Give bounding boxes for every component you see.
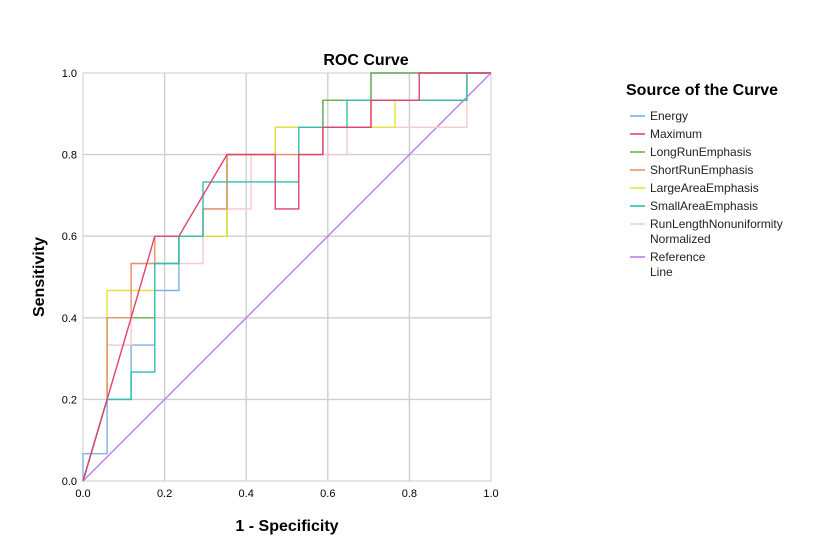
x-tick-label: 0.6	[320, 488, 335, 500]
legend-item-smallareaemphasis: SmallAreaEmphasis	[630, 199, 758, 213]
x-tick-label: 0.2	[157, 488, 172, 500]
x-axis-ticks: 0.0 0.2 0.4 0.6 0.8 1.0	[75, 488, 498, 500]
chart-title: ROC Curve	[323, 52, 408, 69]
y-tick-label: 0.6	[62, 231, 77, 243]
legend-item-runlengthnonuniformity-normalized: RunLengthNonuniformity Normalized	[630, 217, 783, 246]
y-tick-label: 0.0	[62, 476, 77, 488]
legend-title: Source of the Curve	[626, 82, 778, 99]
legend-item-largeareaemphasis: LargeAreaEmphasis	[630, 181, 759, 195]
y-axis-label: Sensitivity	[31, 237, 48, 317]
x-tick-label: 0.4	[239, 488, 254, 500]
series-line-maximum	[82, 72, 491, 482]
legend-label: Maximum	[650, 127, 702, 141]
legend-label: LargeAreaEmphasis	[650, 181, 759, 195]
legend-item-longrunemphasis: LongRunEmphasis	[630, 145, 751, 159]
y-tick-label: 0.4	[62, 313, 77, 325]
series-layer	[82, 72, 492, 482]
legend-item-energy: Energy	[630, 109, 688, 123]
x-axis-label: 1 - Specificity	[235, 518, 338, 535]
y-tick-label: 1.0	[62, 68, 77, 80]
x-tick-label: 1.0	[483, 488, 498, 500]
x-tick-label: 0.8	[402, 488, 417, 500]
legend-label: RunLengthNonuniformity Normalized	[650, 217, 783, 246]
legend-items: Energy Maximum LongRunEmphasis ShortRunEmph…	[630, 109, 783, 279]
plot-area	[82, 72, 492, 482]
legend-label: LongRunEmphasis	[650, 145, 751, 159]
legend-item-shortrunemphasis: ShortRunEmphasis	[630, 163, 753, 177]
y-tick-label: 0.8	[62, 150, 77, 162]
legend-label: ShortRunEmphasis	[650, 163, 753, 177]
legend: Source of the Curve Energy Maximum LongRun…	[626, 82, 783, 279]
legend-label: Reference Line	[650, 250, 706, 279]
legend-item-reference-line: Reference Line	[630, 250, 706, 279]
legend-label: SmallAreaEmphasis	[650, 199, 758, 213]
x-tick-label: 0.0	[75, 488, 90, 500]
legend-item-maximum: Maximum	[630, 127, 702, 141]
series-line-reference-line	[82, 72, 492, 482]
y-tick-label: 0.2	[62, 394, 77, 406]
y-axis-ticks: 0.0 0.2 0.4 0.6 0.8 1.0	[62, 68, 77, 488]
legend-label: Energy	[650, 109, 688, 123]
